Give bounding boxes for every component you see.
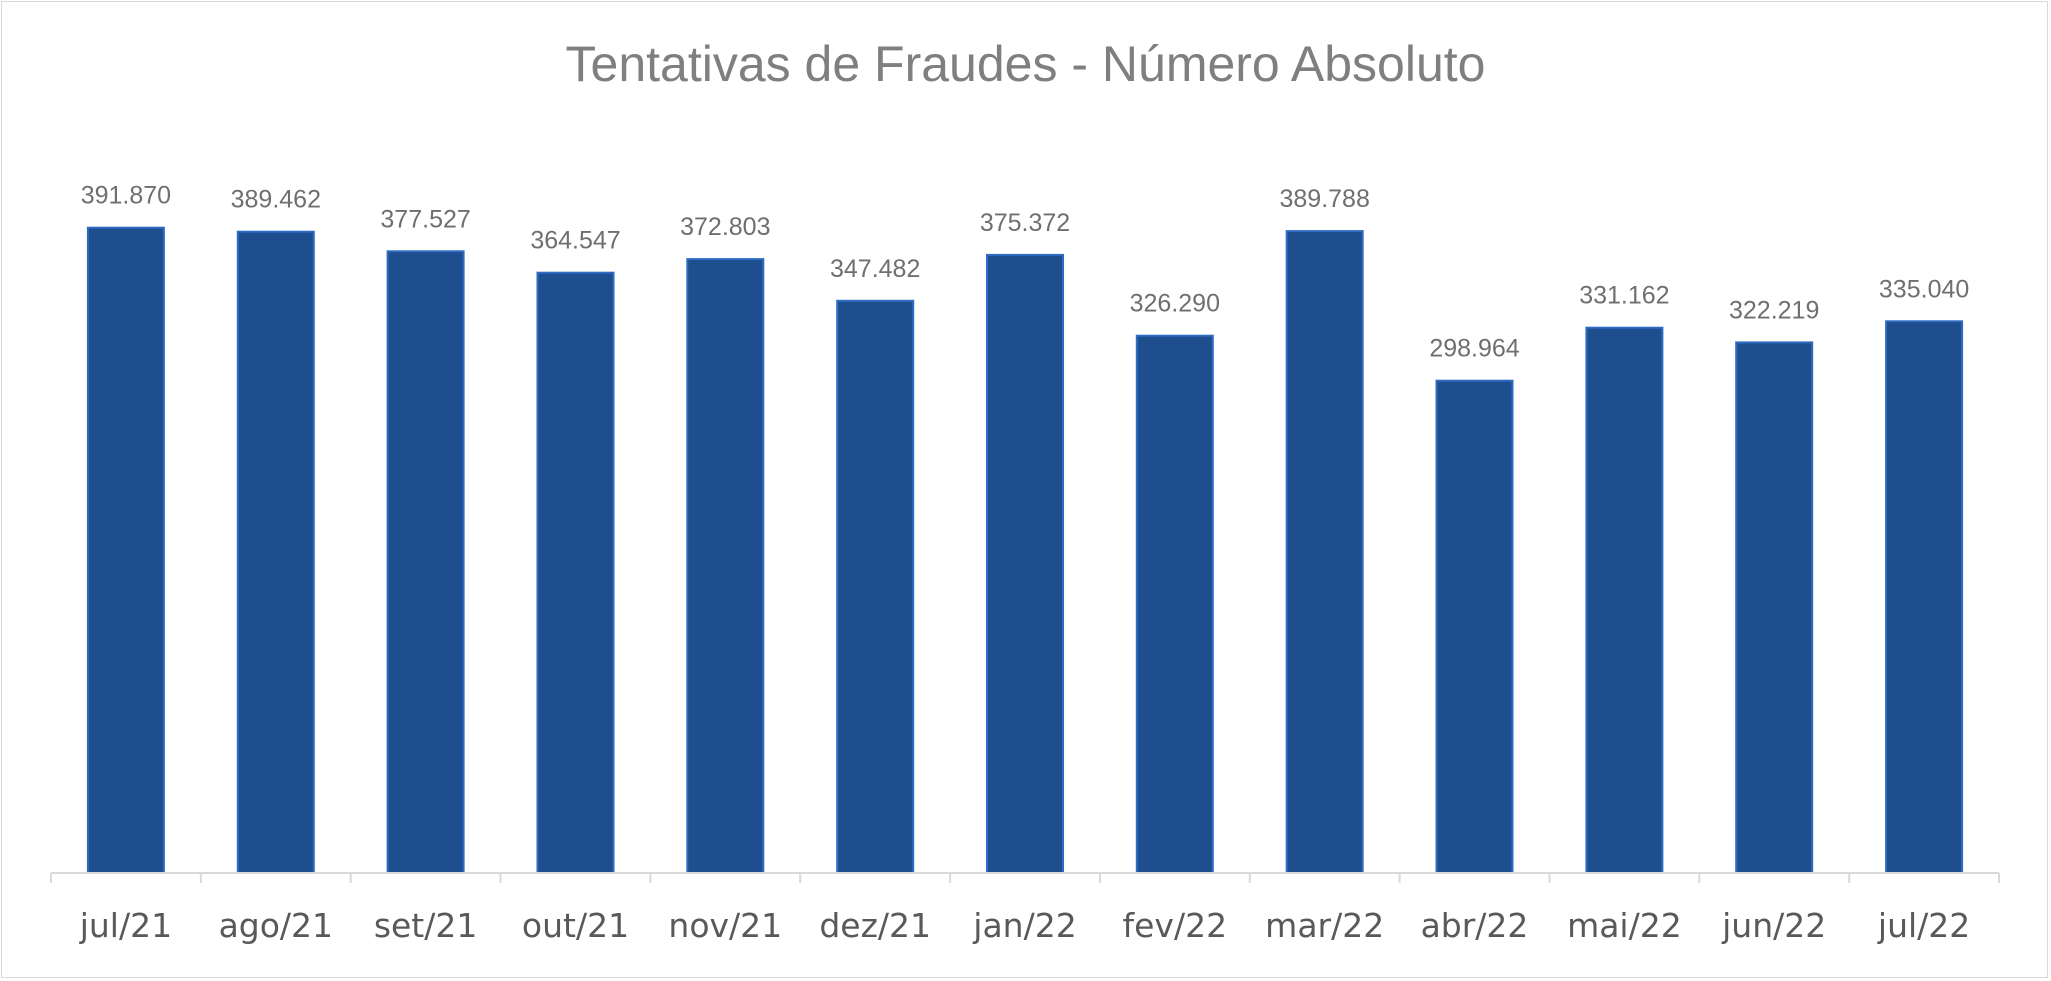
x-tick-marks bbox=[50, 873, 2000, 883]
bar-nov/21 bbox=[686, 258, 765, 875]
x-tick-label-mar/22: mar/22 bbox=[1265, 906, 1384, 945]
x-tick-label-set/21: set/21 bbox=[374, 906, 478, 945]
data-label-fev/22: 326.290 bbox=[1130, 290, 1220, 318]
data-label-jan/22: 375.372 bbox=[980, 209, 1070, 237]
bar-ago/21 bbox=[236, 230, 315, 874]
x-tick-label-jun/22: jun/22 bbox=[1721, 906, 1826, 945]
bar-jul/21 bbox=[86, 226, 165, 874]
bar-mai/22 bbox=[1585, 326, 1664, 874]
chart-title: Tentativas de Fraudes - Número Absoluto bbox=[565, 36, 1486, 92]
x-tick-label-dez/21: dez/21 bbox=[819, 906, 931, 945]
data-label-out/21: 364.547 bbox=[530, 227, 620, 255]
bar-abr/22 bbox=[1435, 379, 1514, 874]
x-tick-label-jul/21: jul/21 bbox=[79, 906, 172, 945]
data-label-nov/21: 372.803 bbox=[680, 213, 770, 241]
data-label-jun/22: 322.219 bbox=[1729, 296, 1819, 324]
bar-dez/21 bbox=[836, 299, 915, 874]
bar-jun/22 bbox=[1735, 341, 1814, 874]
bar-set/21 bbox=[386, 250, 465, 875]
bar-mar/22 bbox=[1285, 230, 1364, 875]
x-tick-labels: jul/21 ago/21 set/21 out/21 nov/21 dez/21 jan/… bbox=[79, 906, 1971, 945]
data-label-mar/22: 389.788 bbox=[1280, 185, 1370, 213]
bar-out/21 bbox=[536, 271, 615, 874]
x-tick-label-nov/21: nov/21 bbox=[668, 906, 782, 945]
x-tick-label-jan/22: jan/22 bbox=[972, 906, 1076, 945]
x-tick-label-fev/22: fev/22 bbox=[1123, 906, 1228, 945]
data-labels-group: 391.870 389.462 377.527 364.547 372.803 347.4… bbox=[81, 182, 1970, 363]
x-tick-label-out/21: out/21 bbox=[522, 906, 629, 945]
data-label-jul/22: 335.040 bbox=[1879, 275, 1969, 303]
x-tick-label-jul/22: jul/22 bbox=[1877, 906, 1970, 945]
data-label-set/21: 377.527 bbox=[380, 205, 470, 233]
data-label-dez/21: 347.482 bbox=[830, 255, 920, 283]
bar-fev/22 bbox=[1135, 334, 1214, 874]
bar-jan/22 bbox=[986, 253, 1064, 874]
data-label-ago/21: 389.462 bbox=[231, 186, 321, 214]
data-label-mai/22: 331.162 bbox=[1579, 282, 1669, 310]
x-tick-label-abr/22: abr/22 bbox=[1421, 906, 1529, 945]
data-label-abr/22: 298.964 bbox=[1429, 335, 1519, 363]
bar-jul/22 bbox=[1885, 320, 1964, 874]
x-tick-label-ago/21: ago/21 bbox=[219, 906, 333, 945]
x-tick-label-mai/22: mai/22 bbox=[1567, 906, 1682, 945]
bars-group bbox=[86, 226, 1964, 875]
data-label-jul/21: 391.870 bbox=[81, 182, 171, 210]
